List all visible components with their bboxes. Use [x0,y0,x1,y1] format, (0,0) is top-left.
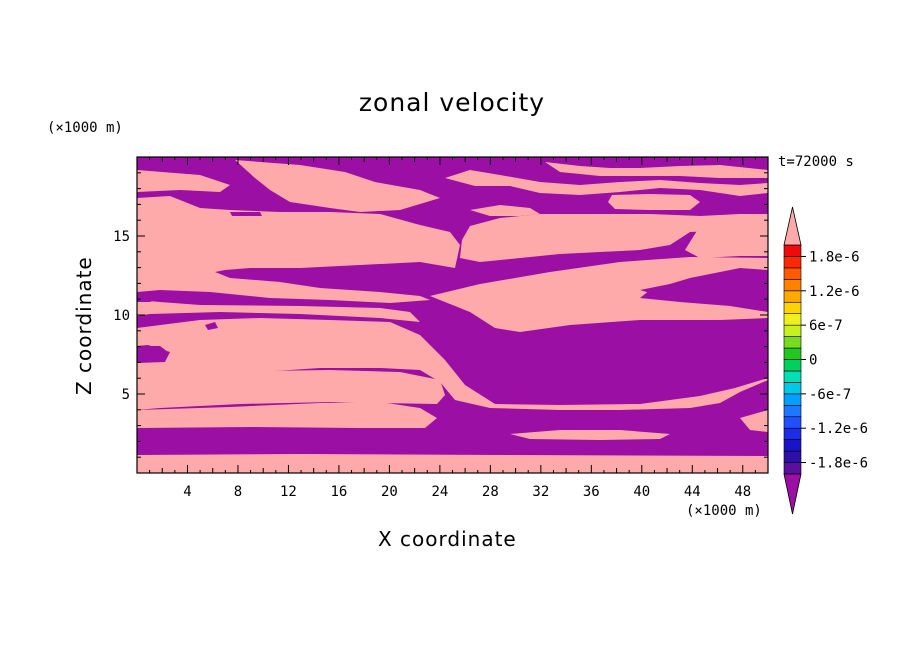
y-tick-label: 15 [113,229,130,245]
positive-region [460,214,768,262]
x-tick-label: 44 [684,484,701,500]
positive-region [137,318,768,462]
colorbar-under-triangle [783,473,802,515]
colorbar-swatch [783,267,802,280]
positive-region [470,205,540,216]
x-tick-label: 36 [583,484,600,500]
x-tick-label: 16 [330,484,347,500]
colorbar-swatch [783,382,802,395]
colorbar-swatch [783,416,802,429]
colorbar-swatch [783,313,802,326]
negative-region [137,292,158,302]
colorbar-swatch [783,347,802,360]
colorbar-swatch [783,301,802,314]
positive-region [608,194,700,210]
colorbar-swatch [783,290,802,303]
positive-region [137,370,445,410]
positive-region [545,162,768,178]
x-tick-label: 28 [482,484,499,500]
colorbar-swatch [783,359,802,372]
colorbar: 1.8e-6 1.2e-6 6e-7 0 -6e-7 -1.2e-6 -1.8e-6 [783,206,868,515]
negative-region [205,322,218,330]
positive-region [685,224,768,258]
colorbar-tick-label: -1.2e-6 [809,421,868,437]
positive-region [137,402,437,428]
colorbar-swatch [783,439,802,452]
colorbar-tick-label: 0 [809,353,817,369]
negative-region [640,280,768,300]
positive-region [445,170,768,196]
chart-title: zonal velocity [358,88,546,117]
y-tick-label: 10 [113,308,130,324]
y-tick-label: 5 [122,387,130,403]
colorbar-swatch [783,370,802,383]
contour-field [137,157,768,473]
colorbar-swatch [783,336,802,349]
colorbar-over-triangle [783,206,802,246]
colorbar-swatch [783,462,802,475]
colorbar-tick-label: 1.8e-6 [809,249,860,265]
x-tick-label: 8 [234,484,242,500]
negative-region [137,346,168,362]
colorbar-swatch [783,324,802,337]
positive-region [137,196,460,322]
colorbar-swatch [783,244,802,257]
y-axis-unit: (×1000 m) [47,120,123,136]
time-label: t=72000 s [778,154,854,170]
colorbar-swatch [783,256,802,269]
positive-region [430,257,768,332]
x-tick-label: 40 [633,484,650,500]
x-tick-label: 4 [183,484,191,500]
x-axis-label: X coordinate [378,527,517,551]
colorbar-swatch [783,393,802,406]
colorbar-swatch [783,404,802,418]
positive-region [740,410,768,432]
negative-region [230,212,262,216]
x-tick-label: 20 [381,484,398,500]
x-tick-label: 12 [280,484,297,500]
x-axis-unit: (×1000 m) [686,503,762,519]
colorbar-tick-label: -6e-7 [809,387,851,403]
colorbar-tick-label: 1.2e-6 [809,284,860,300]
colorbar-swatch [783,279,802,292]
colorbar-swatch [783,427,802,440]
colorbar-swatch [783,450,802,463]
positive-region [235,160,440,212]
positive-region [137,170,230,192]
x-tick-label: 24 [431,484,448,500]
positive-region [137,454,768,473]
colorbar-tick-label: -1.8e-6 [809,456,868,472]
colorbar-tick-label: 6e-7 [809,318,843,334]
positive-region [137,222,210,262]
x-tick-label: 32 [532,484,549,500]
x-tick-label: 48 [734,484,751,500]
positive-region [510,430,670,440]
